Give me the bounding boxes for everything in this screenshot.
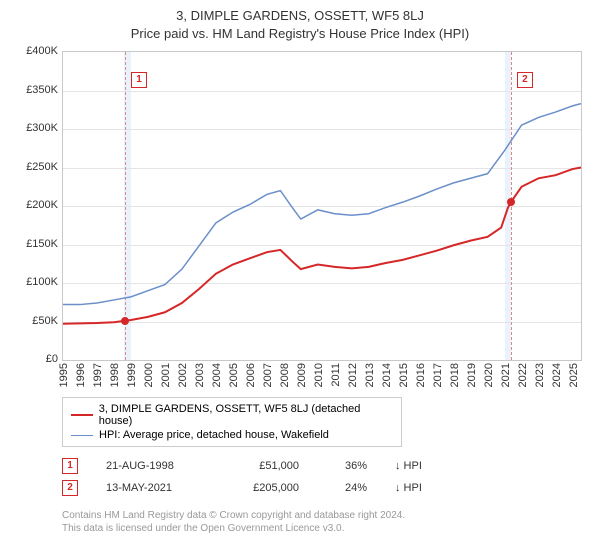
y-axis-label: £200K: [12, 199, 58, 211]
chart-legend: 3, DIMPLE GARDENS, OSSETT, WF5 8LJ (deta…: [62, 397, 402, 447]
x-axis-label: 2025: [568, 363, 596, 387]
sales-table: 1 21-AUG-1998 £51,000 36% ↓ HPI 2 13-MAY-2021 £…: [62, 455, 588, 499]
sale-row: 1 21-AUG-1998 £51,000 36% ↓ HPI: [62, 455, 588, 477]
sale-marker-label: 2: [517, 72, 533, 88]
y-axis-label: £100K: [12, 276, 58, 288]
sale-pct: 24%: [327, 482, 367, 494]
y-axis-label: £300K: [12, 122, 58, 134]
page-title: 3, DIMPLE GARDENS, OSSETT, WF5 8LJ: [12, 8, 588, 23]
sale-marker-icon: 1: [62, 458, 78, 474]
sale-vs-hpi: ↓ HPI: [395, 460, 445, 472]
footer-line: Contains HM Land Registry data © Crown c…: [62, 509, 588, 522]
y-axis-label: £400K: [12, 45, 58, 57]
y-axis-label: £50K: [12, 315, 58, 327]
price-chart: £0£50K£100K£150K£200K£250K£300K£350K£400…: [12, 51, 588, 391]
y-axis-label: £0: [12, 353, 58, 365]
y-axis-label: £350K: [12, 84, 58, 96]
footer-line: This data is licensed under the Open Gov…: [62, 522, 588, 535]
sale-price: £205,000: [229, 482, 299, 494]
sale-pct: 36%: [327, 460, 367, 472]
sale-row: 2 13-MAY-2021 £205,000 24% ↓ HPI: [62, 477, 588, 499]
series-hpi: [63, 104, 581, 305]
sale-marker-dot: [121, 317, 129, 325]
y-axis-label: £250K: [12, 161, 58, 173]
page-subtitle: Price paid vs. HM Land Registry's House …: [12, 26, 588, 41]
sale-price: £51,000: [229, 460, 299, 472]
series-price_paid: [63, 168, 581, 324]
y-axis-label: £150K: [12, 238, 58, 250]
attribution-footer: Contains HM Land Registry data © Crown c…: [62, 509, 588, 535]
sale-marker-icon: 2: [62, 480, 78, 496]
sale-date: 13-MAY-2021: [106, 482, 201, 494]
sale-marker-dot: [507, 198, 515, 206]
sale-marker-label: 1: [131, 72, 147, 88]
legend-item: 3, DIMPLE GARDENS, OSSETT, WF5 8LJ (deta…: [71, 402, 393, 428]
legend-item: HPI: Average price, detached house, Wake…: [71, 428, 393, 442]
sale-date: 21-AUG-1998: [106, 460, 201, 472]
sale-vs-hpi: ↓ HPI: [395, 482, 445, 494]
